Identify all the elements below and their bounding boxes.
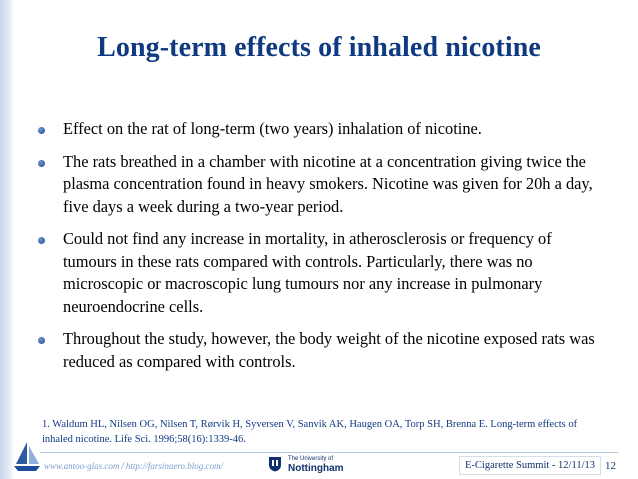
bullet-icon	[38, 159, 45, 167]
left-decorative-bar	[0, 0, 14, 479]
reference-citation: 1. Waldum HL, Nilsen OG, Nilsen T, Rørvi…	[42, 419, 578, 445]
footer-link-separator: /	[121, 461, 124, 471]
slide-title: Long-term effects of inhaled nicotine	[97, 32, 541, 63]
footer-divider	[40, 452, 618, 453]
bullet-icon	[38, 337, 45, 344]
bullet-item: Throughout the study, however, the body …	[38, 328, 598, 373]
footer-links: www.antoo-glas.com / http://farsinaero.blo…	[44, 461, 223, 471]
bullet-item: Could not find any increase in mortality…	[38, 228, 598, 318]
university-small-text: The University of	[288, 456, 334, 462]
footer-link-1[interactable]: www.antoo-glas.com	[44, 461, 120, 471]
footer-link-2[interactable]: http://farsinaero.blog.com/	[125, 461, 224, 471]
sailboat-logo-icon	[12, 440, 42, 479]
bullet-text: Throughout the study, however, the body …	[63, 329, 595, 371]
university-logo: The University of Nottingham	[268, 455, 344, 474]
university-name: Nottingham	[288, 463, 344, 474]
bullet-icon	[38, 127, 45, 134]
bullet-text: The rats breathed in a chamber with nico…	[63, 151, 593, 216]
bullet-text: Effect on the rat of long-term (two year…	[63, 119, 482, 138]
footer-event-label: E-Cigarette Summit - 12/11/13	[459, 456, 601, 475]
page-number: 12	[605, 460, 616, 472]
university-name-block: The University of Nottingham	[288, 455, 344, 474]
bullet-item: Effect on the rat of long-term (two year…	[38, 118, 598, 141]
bullet-item: The rats breathed in a chamber with nico…	[38, 151, 598, 219]
bullet-list: Effect on the rat of long-term (two year…	[38, 118, 598, 383]
university-crest-icon	[269, 457, 281, 472]
bullet-icon	[38, 237, 45, 244]
bullet-text: Could not find any increase in mortality…	[63, 229, 552, 316]
